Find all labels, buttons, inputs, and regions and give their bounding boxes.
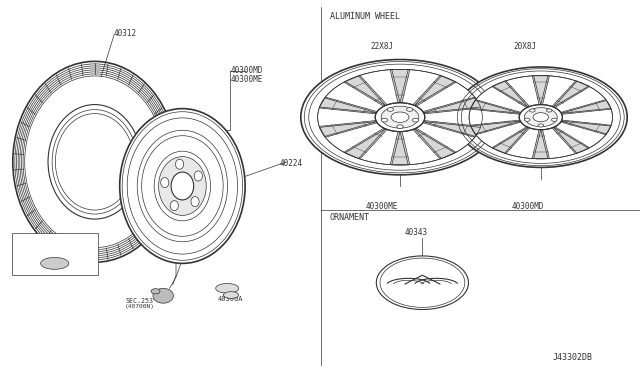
Ellipse shape — [195, 171, 202, 181]
Circle shape — [469, 76, 612, 159]
Text: ORNAMENT: ORNAMENT — [330, 213, 370, 222]
Polygon shape — [470, 120, 521, 135]
Ellipse shape — [191, 196, 199, 206]
Ellipse shape — [223, 292, 239, 298]
Polygon shape — [552, 127, 589, 154]
Circle shape — [317, 69, 483, 165]
Polygon shape — [470, 100, 521, 114]
Circle shape — [547, 109, 552, 112]
Ellipse shape — [159, 157, 206, 215]
Circle shape — [519, 105, 563, 130]
Polygon shape — [344, 76, 387, 106]
Text: 40343: 40343 — [404, 228, 428, 237]
Circle shape — [380, 258, 465, 307]
Ellipse shape — [216, 283, 239, 293]
Text: 22X8J: 22X8J — [371, 42, 394, 51]
Polygon shape — [413, 128, 456, 159]
Polygon shape — [390, 70, 410, 103]
Bar — [12, 232, 98, 275]
Polygon shape — [492, 127, 529, 154]
Circle shape — [530, 109, 535, 112]
Circle shape — [375, 103, 425, 132]
Circle shape — [412, 118, 419, 122]
Circle shape — [552, 118, 557, 121]
Polygon shape — [532, 76, 549, 105]
Ellipse shape — [151, 289, 160, 294]
Text: ALUMINUM WHEEL: ALUMINUM WHEEL — [330, 12, 399, 21]
Ellipse shape — [171, 172, 194, 200]
Circle shape — [538, 124, 543, 127]
Polygon shape — [552, 81, 589, 108]
Text: 40224: 40224 — [280, 159, 303, 168]
Polygon shape — [413, 76, 456, 106]
Polygon shape — [561, 120, 611, 135]
Text: SEC.253: SEC.253 — [125, 298, 154, 304]
Polygon shape — [532, 130, 549, 158]
Polygon shape — [561, 100, 611, 114]
Text: 40300MD: 40300MD — [230, 66, 262, 75]
Ellipse shape — [153, 288, 173, 303]
Circle shape — [387, 108, 394, 111]
Text: J43302DB: J43302DB — [553, 353, 593, 362]
Circle shape — [376, 256, 468, 310]
Circle shape — [391, 112, 409, 122]
Ellipse shape — [41, 257, 69, 269]
Ellipse shape — [161, 177, 169, 187]
Ellipse shape — [170, 201, 179, 211]
Text: 40300MD: 40300MD — [512, 202, 544, 211]
Text: ADHESIVE TYPE: ADHESIVE TYPE — [29, 237, 81, 243]
Circle shape — [406, 108, 413, 111]
Ellipse shape — [120, 109, 245, 263]
Text: (40700N): (40700N) — [125, 304, 154, 310]
Polygon shape — [344, 128, 387, 159]
Circle shape — [301, 60, 499, 175]
Text: 40312: 40312 — [113, 29, 136, 38]
Text: 20X8J: 20X8J — [513, 42, 536, 51]
Text: 40300A: 40300A — [218, 296, 243, 302]
Circle shape — [381, 118, 388, 122]
Text: 40300AA: 40300AA — [40, 246, 70, 251]
Polygon shape — [319, 121, 377, 137]
Circle shape — [381, 106, 419, 128]
Circle shape — [533, 113, 548, 122]
Circle shape — [454, 67, 627, 167]
Polygon shape — [423, 121, 481, 137]
Text: 40300ME: 40300ME — [230, 76, 262, 84]
Circle shape — [524, 118, 530, 121]
Polygon shape — [390, 132, 410, 165]
Polygon shape — [492, 81, 529, 108]
Polygon shape — [423, 97, 481, 114]
Polygon shape — [319, 97, 377, 114]
Ellipse shape — [175, 159, 184, 169]
Circle shape — [397, 125, 403, 129]
Text: 40300ME: 40300ME — [366, 202, 398, 211]
Circle shape — [524, 108, 557, 127]
